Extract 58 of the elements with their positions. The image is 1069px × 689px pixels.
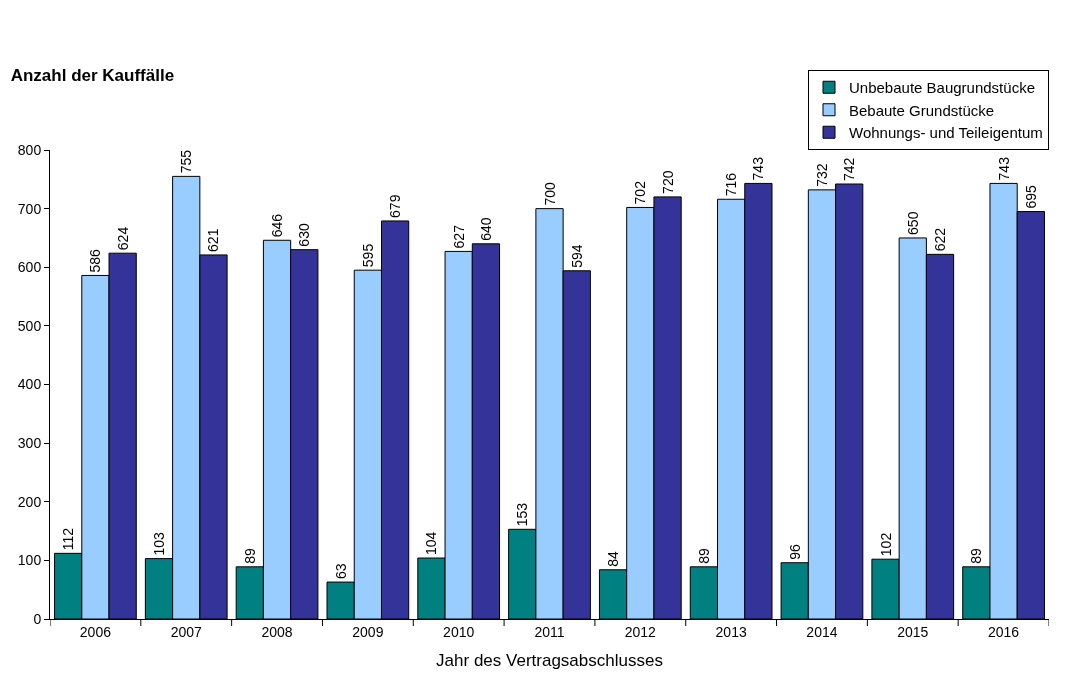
data-label: 700 <box>541 182 558 206</box>
data-label: 112 <box>60 527 77 551</box>
y-tick-label: 800 <box>17 141 42 158</box>
y-tick-label: 500 <box>17 317 42 334</box>
x-tick-label: 2009 <box>352 623 384 640</box>
x-tick-label: 2014 <box>806 623 838 640</box>
legend-label: Wohnungs- und Teileigentum <box>849 124 1043 142</box>
data-label: 646 <box>269 213 286 238</box>
data-label: 84 <box>605 550 622 567</box>
data-label: 743 <box>750 156 767 181</box>
data-label: 720 <box>659 170 676 194</box>
data-label: 586 <box>87 248 104 273</box>
data-label: 650 <box>904 211 921 235</box>
y-tick-label: 0 <box>33 610 42 627</box>
data-label: 153 <box>514 502 531 527</box>
x-tick-label: 2008 <box>261 623 293 640</box>
y-tick-label: 200 <box>17 493 42 510</box>
data-label: 742 <box>841 157 858 181</box>
data-label: 89 <box>968 548 985 564</box>
x-tick-label: 2011 <box>534 623 565 640</box>
data-label: 732 <box>813 163 830 187</box>
y-tick-label: 300 <box>17 435 42 452</box>
x-tick-label: 2012 <box>624 623 657 640</box>
data-label: 743 <box>995 156 1012 181</box>
data-label: 627 <box>450 224 467 249</box>
data-label: 89 <box>695 548 712 564</box>
data-label: 96 <box>786 543 803 560</box>
data-label: 89 <box>241 548 258 564</box>
data-label: 621 <box>205 228 222 252</box>
data-label: 594 <box>568 244 585 268</box>
data-label: 103 <box>150 532 167 556</box>
y-tick-label: 100 <box>17 552 42 569</box>
y-tick-label: 400 <box>17 376 42 393</box>
x-tick-label: 2006 <box>79 623 112 640</box>
data-label: 755 <box>178 149 195 174</box>
legend-label: Bebaute Grundstücke <box>849 101 995 119</box>
data-label: 716 <box>723 172 740 197</box>
data-label: 104 <box>423 531 440 556</box>
chart-title: Anzahl der Kauffälle <box>10 65 175 85</box>
x-tick-label: 2015 <box>897 623 929 640</box>
legend-label: Unbebaute Baugrundstücke <box>849 79 1035 97</box>
y-tick-label: 700 <box>17 200 42 217</box>
data-label: 702 <box>632 180 649 205</box>
data-label: 640 <box>477 217 494 241</box>
data-label: 695 <box>1022 184 1039 209</box>
y-tick-label: 600 <box>17 259 42 276</box>
data-label: 630 <box>296 223 313 247</box>
data-label: 679 <box>387 194 404 218</box>
x-tick-label: 2010 <box>443 623 475 640</box>
data-label: 102 <box>877 532 894 557</box>
x-tick-label: 2016 <box>988 623 1020 640</box>
x-tick-label: 2013 <box>715 623 747 640</box>
data-label: 622 <box>932 227 949 252</box>
data-label: 624 <box>114 226 131 251</box>
x-axis-title: Jahr des Vertragsabschlusses <box>436 651 663 671</box>
x-tick-label: 2007 <box>170 623 203 640</box>
data-label: 63 <box>332 563 349 580</box>
data-label: 595 <box>359 243 376 268</box>
